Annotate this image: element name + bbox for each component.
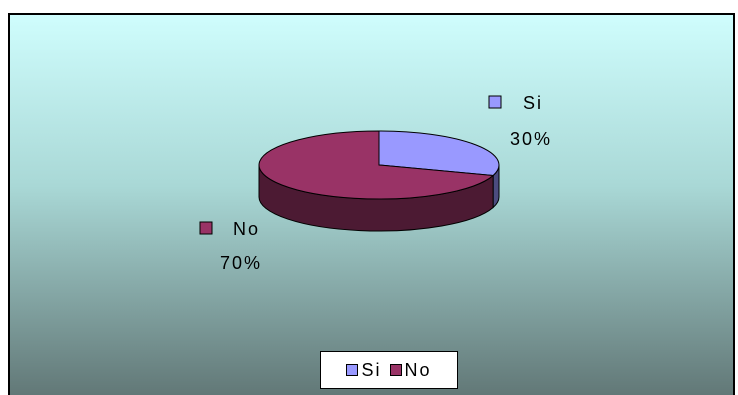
legend-label-no: No bbox=[404, 359, 432, 380]
legend-item-si: Si bbox=[346, 360, 381, 381]
label-si-percent: 30% bbox=[510, 129, 552, 149]
legend-swatch-si bbox=[346, 364, 359, 376]
pie-slice-no bbox=[258, 130, 495, 200]
pie-slice-si bbox=[378, 130, 500, 177]
pie-slices bbox=[258, 130, 500, 200]
label-no-percent: 70% bbox=[220, 253, 262, 273]
legend-swatch-no bbox=[389, 364, 402, 376]
legend: Si No bbox=[320, 351, 458, 389]
label-no-category: No bbox=[233, 219, 260, 239]
label-no-marker bbox=[199, 221, 213, 235]
label-si-marker bbox=[488, 95, 502, 109]
pie-chart: Si 30% No 70% bbox=[199, 93, 552, 273]
legend-item-no: No bbox=[389, 359, 432, 381]
legend-label-si: Si bbox=[361, 359, 382, 380]
chart-area: Si 30% No 70% Si No bbox=[8, 13, 735, 395]
label-si-category: Si bbox=[523, 93, 543, 113]
